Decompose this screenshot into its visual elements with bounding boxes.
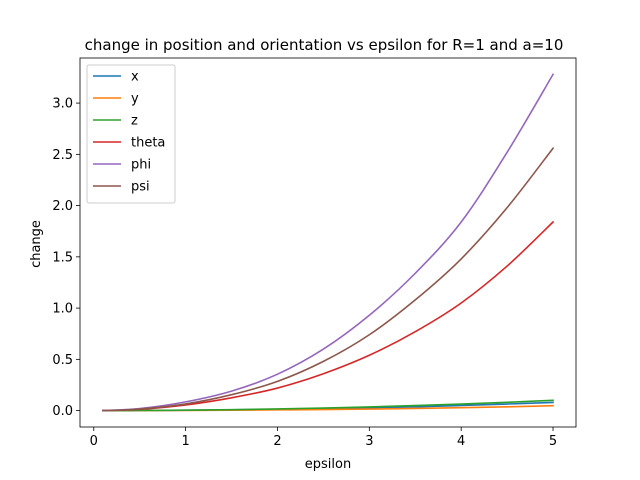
series-line-z — [102, 399, 554, 412]
legend-box — [86, 64, 176, 204]
legend-label-z: z — [131, 114, 138, 129]
series-line-psi — [102, 147, 555, 412]
y-tick-label: 1.0 — [52, 302, 73, 317]
series-line-phi — [102, 73, 555, 412]
legend-label-psi: psi — [131, 180, 150, 195]
legend: xyz theta phi psi — [86, 64, 176, 204]
x-axis-label: epsilon — [305, 457, 351, 472]
legend-label-y: y — [131, 92, 139, 107]
y-tick-label: 2.0 — [52, 199, 73, 214]
y-tick-label: 1.5 — [52, 250, 73, 265]
y-tick-label: 3.0 — [52, 97, 73, 112]
y-axis: 0.0 0.5 1.0 1.5 2.0 2.5 3.0 — [52, 97, 80, 419]
x-tick-label: 3 — [365, 434, 373, 449]
x-tick-label: 1 — [181, 434, 189, 449]
y-tick-label: 0.5 — [52, 353, 73, 368]
y-tick-label: 0.0 — [52, 404, 73, 419]
y-tick-label: 2.5 — [52, 148, 73, 163]
legend-label-x: x — [131, 70, 139, 85]
y-axis-label: change — [29, 220, 44, 268]
series-layer — [102, 73, 555, 412]
x-axis: 0 1 2 3 4 5 — [90, 427, 557, 449]
x-tick-label: 4 — [457, 434, 465, 449]
x-tick-label: 0 — [90, 434, 98, 449]
legend-label-phi: phi — [131, 158, 151, 173]
x-tick-label: 5 — [549, 434, 557, 449]
x-tick-label: 2 — [273, 434, 281, 449]
legend-label-theta: theta — [131, 136, 165, 151]
chart-title: change in position and orientation vs ep… — [85, 36, 564, 54]
